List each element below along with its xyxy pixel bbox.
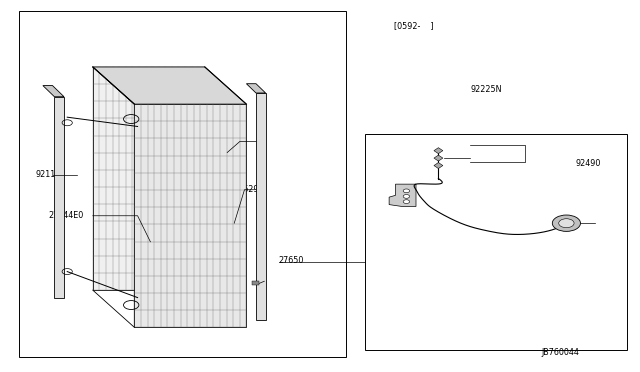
Bar [19, 11, 346, 357]
Text: 92490: 92490 [576, 159, 602, 168]
Polygon shape [246, 84, 266, 93]
Text: 27644E0: 27644E0 [48, 211, 83, 220]
Polygon shape [93, 67, 246, 104]
Circle shape [403, 200, 410, 203]
Circle shape [552, 215, 580, 231]
Text: 27629F: 27629F [234, 185, 264, 194]
Polygon shape [134, 104, 246, 327]
Polygon shape [256, 93, 266, 320]
Polygon shape [54, 97, 64, 298]
Bar [365, 134, 627, 350]
Polygon shape [434, 148, 443, 154]
Polygon shape [434, 155, 443, 161]
Circle shape [559, 219, 574, 228]
Text: 92225N: 92225N [470, 85, 502, 94]
Text: 92117: 92117 [221, 137, 246, 146]
Polygon shape [434, 163, 443, 169]
Polygon shape [252, 281, 259, 285]
Text: 27650: 27650 [278, 256, 304, 265]
Polygon shape [93, 67, 205, 290]
Circle shape [403, 189, 410, 193]
Polygon shape [43, 86, 64, 97]
Circle shape [403, 195, 410, 198]
Polygon shape [389, 184, 416, 206]
Text: 92116: 92116 [35, 170, 60, 179]
Text: JB760044: JB760044 [541, 348, 579, 357]
Text: [0592-    ]: [0592- ] [394, 22, 433, 31]
